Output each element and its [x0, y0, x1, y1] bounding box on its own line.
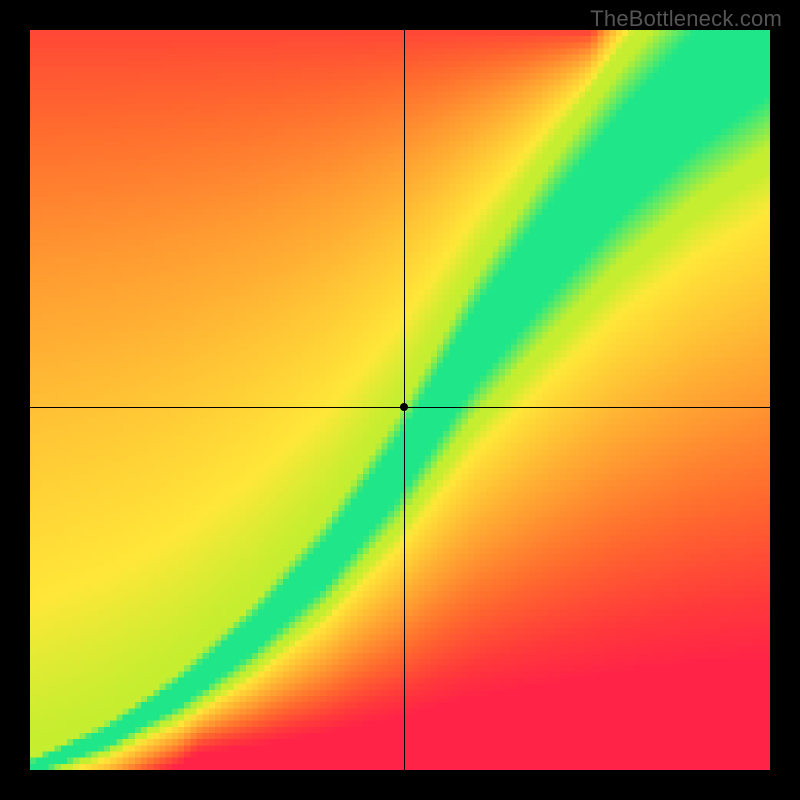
- crosshair-marker: [400, 403, 408, 411]
- heatmap-plot: [30, 30, 770, 770]
- heatmap-canvas: [30, 30, 770, 770]
- watermark-text: TheBottleneck.com: [590, 6, 782, 32]
- crosshair-vertical: [404, 30, 405, 770]
